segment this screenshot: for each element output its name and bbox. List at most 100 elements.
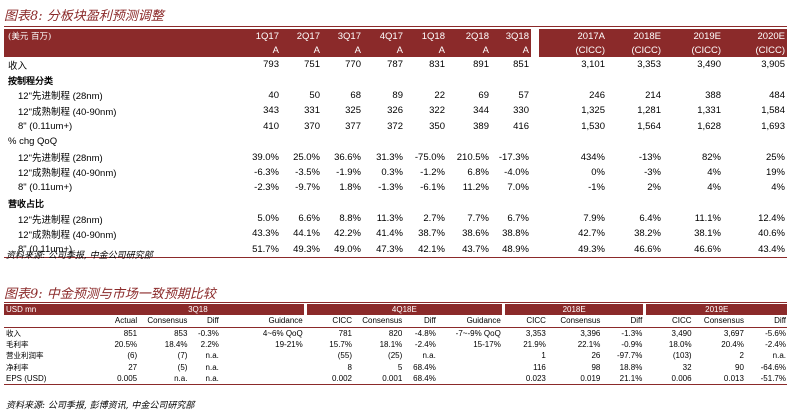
table-row: 毛利率 20.5% 18.4% 2.2% 19-21% 15.7% 18.1% -2.4% 15… <box>4 338 787 351</box>
group-spacer <box>501 372 505 386</box>
table-cell: 48.9% <box>491 241 531 259</box>
row-label: 12"先进制程 (28nm) <box>18 214 103 226</box>
table-cell: 21.1% <box>601 372 644 386</box>
table-cell: 41.4% <box>376 228 403 240</box>
table-row: 12"成熟制程 (40-90nm) -6.3% -3.5% -1.9% 0.3% -1.2… <box>4 164 787 181</box>
table-cell <box>607 196 663 211</box>
header-cell-bot: A <box>239 43 281 57</box>
row-label: 营业利润率 <box>6 351 44 361</box>
header-cell-top: 2018E <box>607 29 663 43</box>
table-cell: 4% <box>707 182 721 194</box>
table-cell: 25.0% <box>293 151 320 163</box>
header-cell-bot: (CICC) <box>539 43 607 57</box>
table-cell: 47.3% <box>363 241 405 259</box>
table-row: 8" (0.11um+) 51.7% 49.3% 49.0% 47.3% 42.1% 43.… <box>4 241 787 259</box>
table-cell: 781 <box>338 328 352 338</box>
figure-9-title: 图表9: 中金预测与市场一致预期比较 <box>4 287 216 302</box>
group-header: 4Q18E <box>306 304 502 316</box>
group-spacer <box>501 304 505 316</box>
table-cell: n.a. <box>422 351 436 361</box>
table-cell: 388 <box>705 89 721 101</box>
header-cell-top: 2019E <box>663 29 723 43</box>
table-cell: -1.9% <box>336 166 361 178</box>
table-cell: 31.3% <box>376 151 403 163</box>
subheader-cell: Consensus <box>692 315 745 328</box>
group-spacer <box>303 327 307 339</box>
table-row: EPS (USD) 0.005 n.a. n.a. 0.002 0.001 68.4% 0.0… <box>4 372 787 386</box>
table-cell <box>447 134 491 149</box>
subheader-cell: CICC <box>504 315 547 328</box>
table-cell: -1.3% <box>621 328 643 338</box>
table-cell <box>723 134 787 149</box>
table-cell: 4~6% QoQ <box>262 328 303 338</box>
table-cell: -6.3% <box>254 166 279 178</box>
row-label: 12"先进制程 (28nm) <box>18 153 103 165</box>
table-cell: -3.5% <box>295 166 320 178</box>
table-cell: 51.7% <box>239 241 281 259</box>
table-cell: 82% <box>701 151 721 163</box>
table-cell: -7~-9% QoQ <box>455 328 501 338</box>
table-cell: 4% <box>707 166 721 178</box>
table-cell: 49.3% <box>281 241 322 259</box>
table-cell: (7) <box>177 351 188 361</box>
subheader-cell: Guidance <box>219 315 304 328</box>
table-cell: 851 <box>513 59 529 71</box>
table-row: 12"成熟制程 (40-90nm) 43.3% 44.1% 42.2% 41.4% 38.… <box>4 226 787 242</box>
table-cell: 344 <box>473 105 489 117</box>
group-spacer <box>303 304 307 316</box>
subheader-cell: Diff <box>403 315 437 328</box>
group-header: 2018E <box>504 304 644 316</box>
table-cell: 1,331 <box>697 105 721 117</box>
table-cell <box>539 72 607 87</box>
table-cell: -2.3% <box>254 182 279 194</box>
table-cell: 36.6% <box>334 151 361 163</box>
table-cell: 326 <box>387 105 403 117</box>
table-cell: 6.4% <box>639 213 661 225</box>
column-gap <box>531 149 539 165</box>
table-cell: 8.8% <box>339 213 361 225</box>
table-row: 12"先进制程 (28nm) 5.0% 6.6% 8.8% 11.3% 2.7% 7.7% 6… <box>4 210 787 227</box>
table-cell <box>723 196 787 211</box>
table-cell: 42.2% <box>334 228 361 240</box>
table-cell <box>405 196 447 211</box>
group-spacer <box>501 350 505 362</box>
header-cell-top: 2020E <box>723 29 787 43</box>
column-gap <box>531 195 539 211</box>
table-cell: 11.1% <box>694 213 721 225</box>
row-label: 净利率 <box>6 362 29 372</box>
table-cell: 25% <box>765 151 785 163</box>
table-cell: 853 <box>174 328 188 338</box>
header-cell-top: 3Q17 <box>322 29 363 43</box>
table-cell: 6.7% <box>507 213 529 225</box>
group-header-row: USD mn 3Q18 4Q18E 2018E 2019E <box>4 304 787 316</box>
table-cell: 89 <box>392 89 403 101</box>
table-cell: 22 <box>434 89 445 101</box>
table-cell <box>491 72 531 87</box>
table-cell: 3,490 <box>671 328 692 338</box>
header-cell-top: 1Q17 <box>239 29 281 43</box>
table-cell <box>607 72 663 87</box>
table-cell: 19% <box>765 166 785 178</box>
table-cell: 1,564 <box>637 120 661 132</box>
header-cell-bot: (CICC) <box>663 43 723 57</box>
table-cell <box>405 134 447 149</box>
group-spacer <box>501 327 505 339</box>
table-cell: 18.8% <box>619 362 643 372</box>
table-cell: 2.2% <box>200 340 219 350</box>
row-label: 8" (0.11um+) <box>18 182 73 194</box>
table-cell: -5.6% <box>765 328 786 338</box>
header-cell-top: 2017A <box>539 29 607 43</box>
table-cell <box>239 72 281 87</box>
table-cell <box>539 196 607 211</box>
table-cell: (5) <box>177 362 188 372</box>
subheader-cell: Diff <box>744 315 787 328</box>
table-cell <box>363 134 405 149</box>
table-cell: 49.3% <box>539 241 607 259</box>
row-label: 8" (0.11um+) <box>18 120 73 132</box>
table-cell: -1.3% <box>378 182 403 194</box>
table-cell <box>220 350 304 361</box>
table-cell: 851 <box>123 328 138 338</box>
table-cell <box>491 196 531 211</box>
header-cell-bot: (CICC) <box>723 43 787 57</box>
table-cell: 18.0% <box>668 340 692 350</box>
